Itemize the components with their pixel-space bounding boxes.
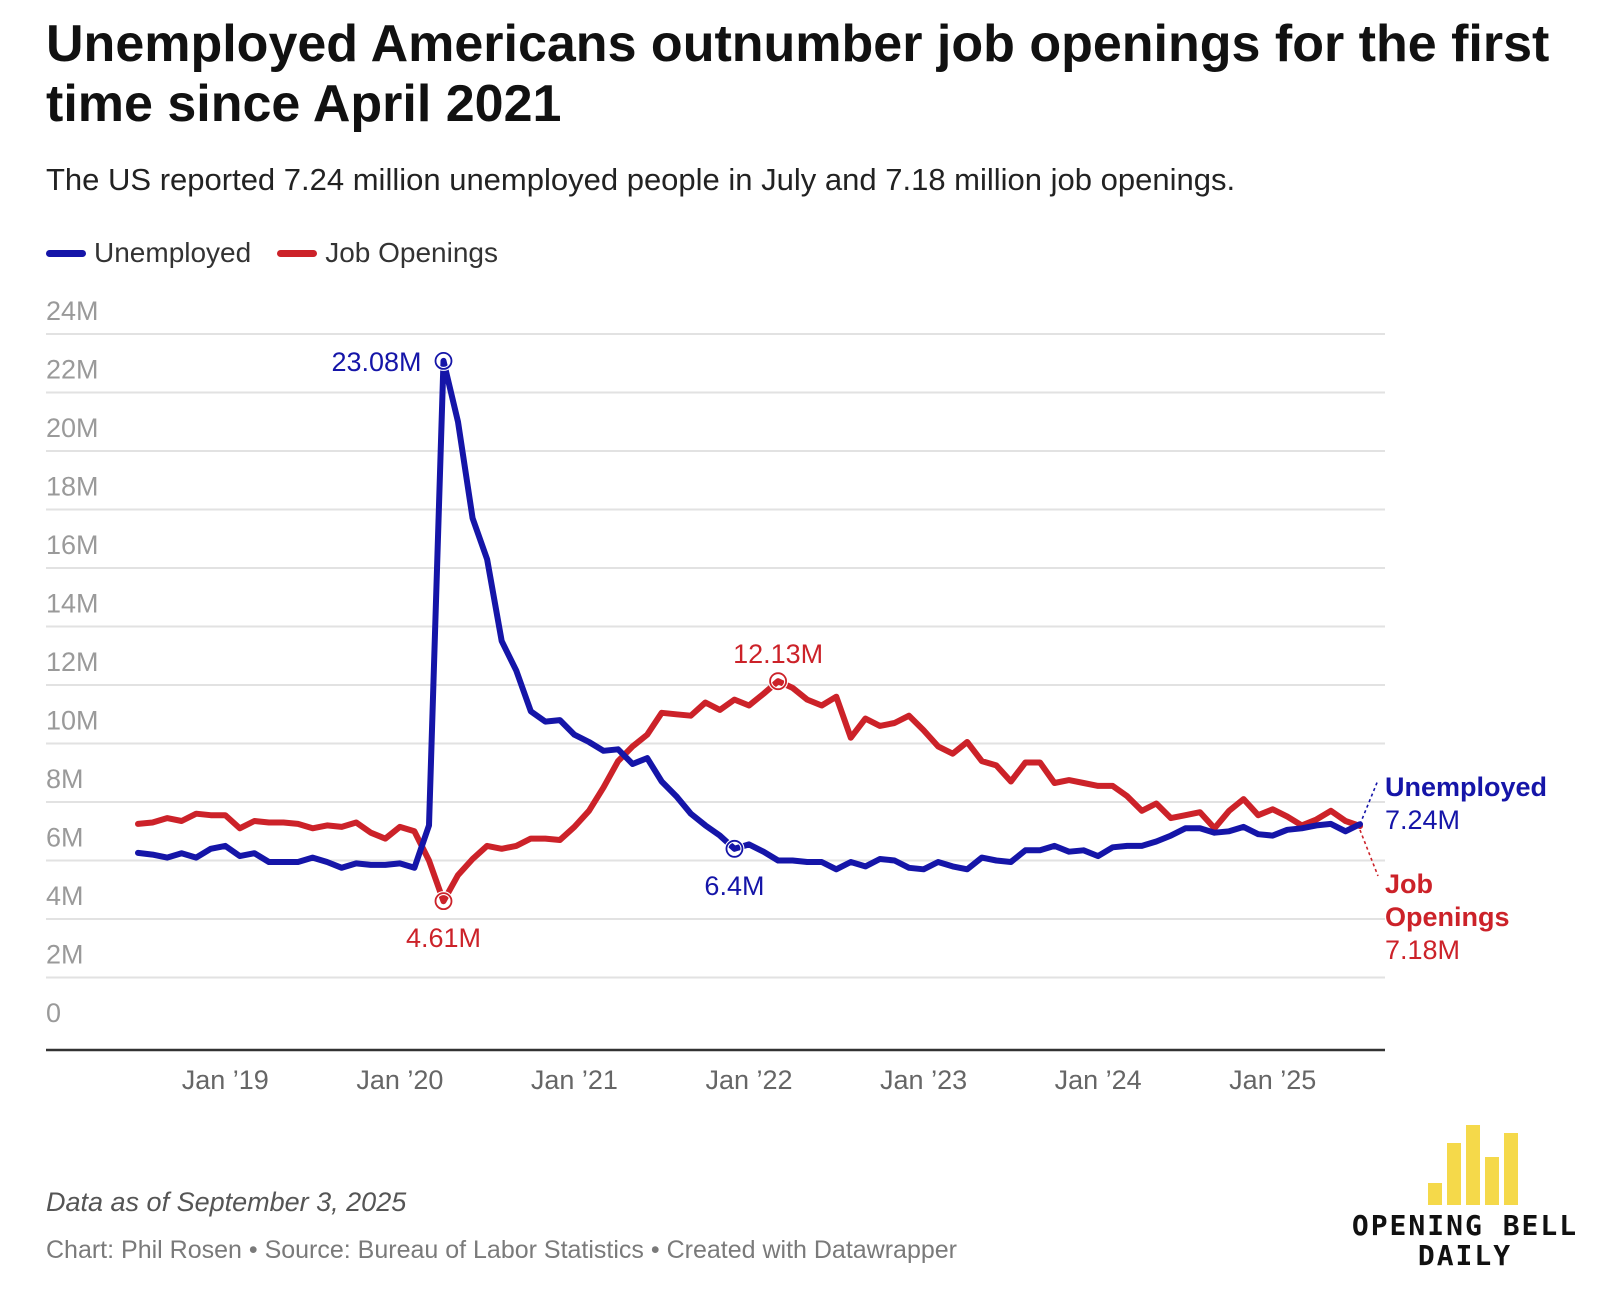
chart-legend: Unemployed Job Openings bbox=[46, 237, 524, 269]
series-line-unemployed bbox=[135, 357, 1363, 873]
y-tick-label: 4M bbox=[46, 881, 84, 911]
y-tick-label: 14M bbox=[46, 589, 99, 619]
bar-chart-logo-icon bbox=[1428, 1125, 1518, 1205]
legend-swatch-unemployed bbox=[46, 249, 86, 257]
legend-item-unemployed: Unemployed bbox=[46, 237, 251, 269]
legend-item-job-openings: Job Openings bbox=[277, 237, 498, 269]
x-tick-label: Jan ’21 bbox=[531, 1065, 618, 1095]
x-tick-label: Jan ’19 bbox=[182, 1065, 269, 1095]
end-label-connector bbox=[1359, 829, 1379, 877]
end-label-connector bbox=[1359, 779, 1379, 825]
annotation-marker bbox=[769, 672, 787, 691]
y-tick-label: 20M bbox=[46, 413, 99, 443]
annotation-marker bbox=[434, 892, 453, 911]
y-tick-label: 0 bbox=[46, 998, 61, 1028]
data-label: 6.4M bbox=[704, 871, 764, 901]
y-tick-label: 16M bbox=[46, 530, 99, 560]
y-tick-label: 12M bbox=[46, 647, 99, 677]
y-tick-label: 10M bbox=[46, 706, 99, 736]
end-label-series: Unemployed bbox=[1385, 772, 1547, 802]
data-label: 12.13M bbox=[733, 639, 823, 669]
legend-label-unemployed: Unemployed bbox=[94, 237, 252, 268]
series-line-job-openings bbox=[135, 678, 1363, 905]
y-tick-label: 22M bbox=[46, 355, 99, 385]
data-label: 4.61M bbox=[406, 923, 481, 953]
logo-line-2: DAILY bbox=[1417, 1239, 1513, 1272]
end-label-series: Job bbox=[1385, 869, 1433, 899]
x-tick-label: Jan ’24 bbox=[1055, 1065, 1142, 1095]
y-tick-label: 8M bbox=[46, 764, 84, 794]
logo-line-1: OPENING BELL bbox=[1351, 1209, 1579, 1242]
chart-title: Unemployed Americans outnumber job openi… bbox=[46, 15, 1550, 133]
end-label-value: 7.18M bbox=[1385, 935, 1460, 965]
chart-subtitle: The US reported 7.24 million unemployed … bbox=[46, 162, 1236, 197]
y-tick-label: 24M bbox=[46, 300, 99, 326]
legend-label-job-openings: Job Openings bbox=[325, 237, 498, 268]
line-chart: 0 2M 4M 6M 8M 10M 12M 14M 16M 18M 20M 22M 24M Jan ’19… bbox=[46, 300, 1547, 1095]
y-tick-label: 6M bbox=[46, 823, 84, 853]
legend-swatch-job-openings bbox=[277, 249, 318, 257]
logo-wordmark: OPENING BELL DAILY bbox=[1330, 1211, 1600, 1271]
x-tick-label: Jan ’25 bbox=[1229, 1065, 1316, 1095]
x-tick-label: Jan ’20 bbox=[356, 1065, 443, 1095]
data-date-note: Data as of September 3, 2025 bbox=[46, 1187, 407, 1217]
annotation-marker bbox=[434, 352, 453, 370]
data-label: 23.08M bbox=[331, 347, 421, 377]
y-tick-label: 18M bbox=[46, 472, 99, 502]
end-label-series: Openings bbox=[1385, 902, 1510, 932]
y-tick-label: 2M bbox=[46, 940, 84, 970]
x-tick-label: Jan ’23 bbox=[880, 1065, 967, 1095]
chart-credits: Chart: Phil Rosen • Source: Bureau of La… bbox=[46, 1236, 957, 1264]
end-label-value: 7.24M bbox=[1385, 805, 1460, 835]
x-tick-label: Jan ’22 bbox=[705, 1065, 792, 1095]
annotation-marker bbox=[725, 839, 744, 858]
